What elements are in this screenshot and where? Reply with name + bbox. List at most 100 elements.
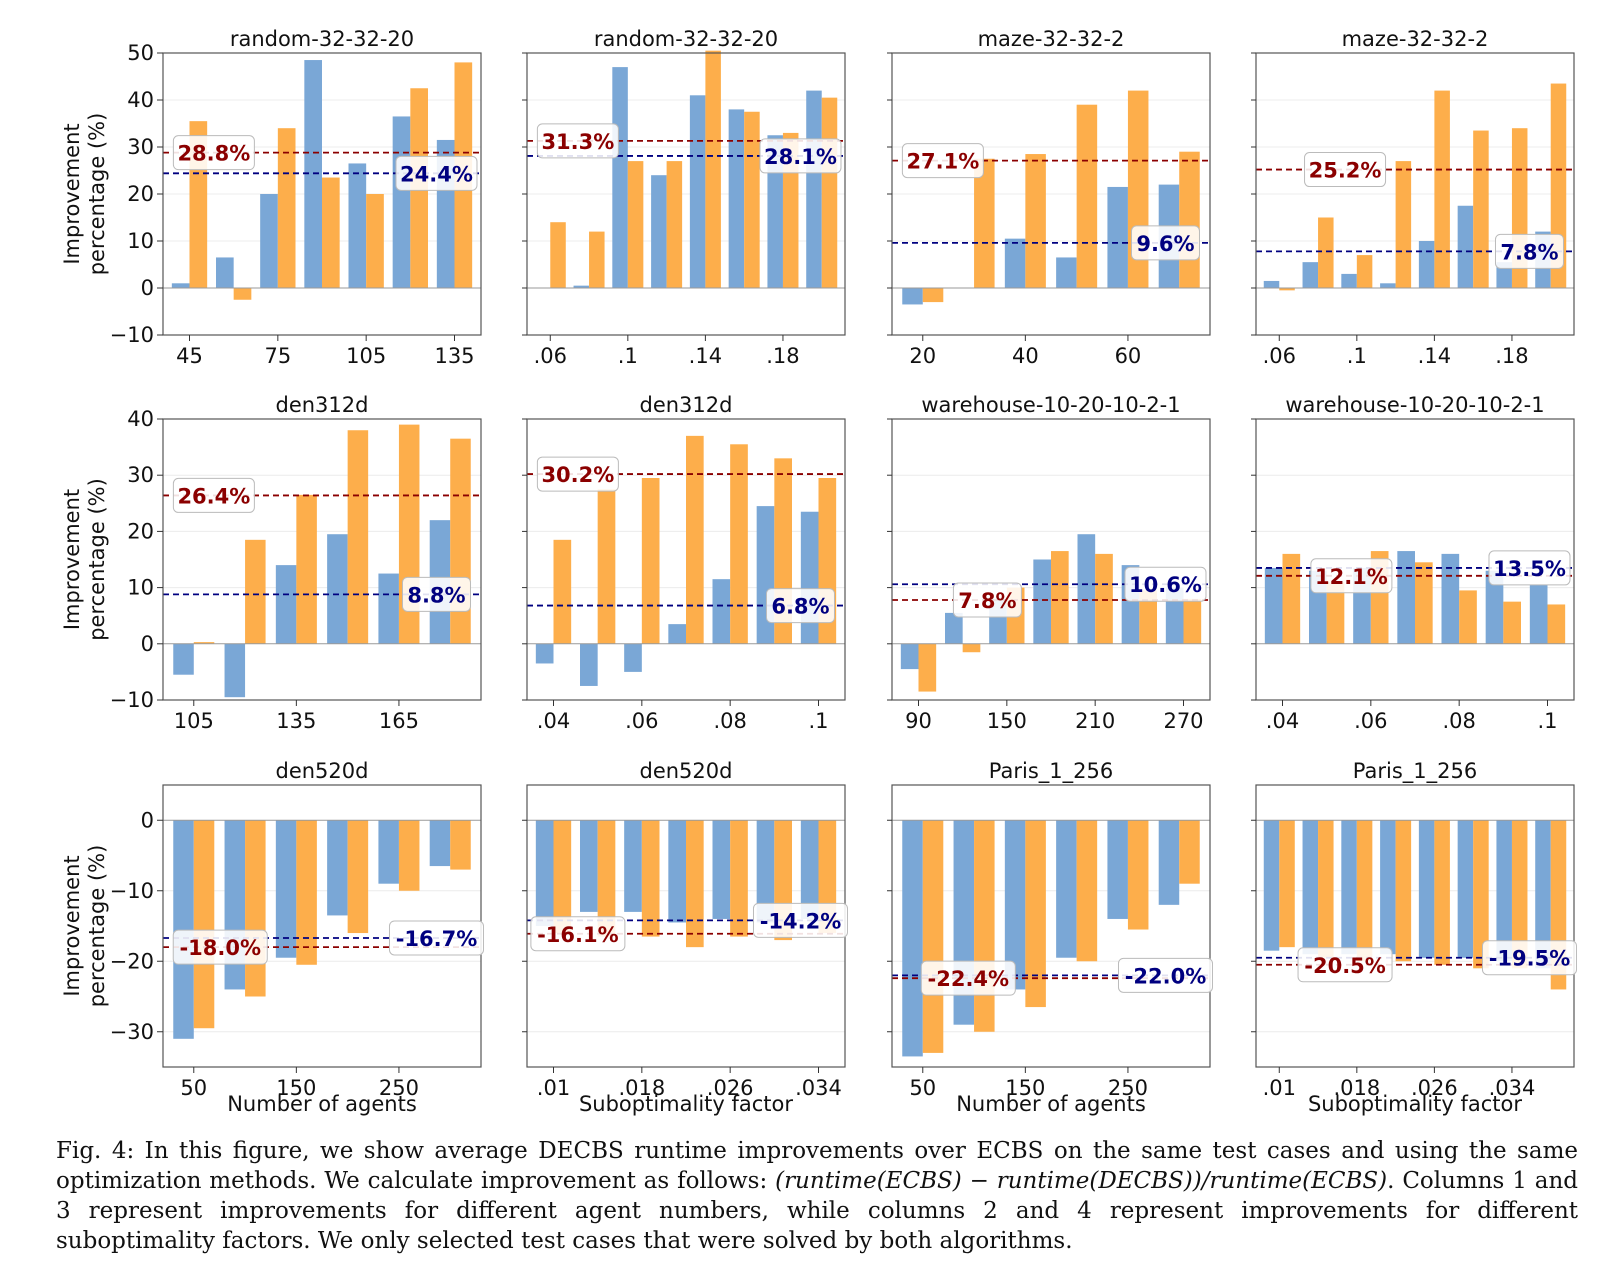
x-tick-label: 50 bbox=[180, 1076, 207, 1100]
bar bbox=[597, 820, 616, 937]
bar bbox=[800, 820, 819, 919]
bar bbox=[1076, 104, 1098, 288]
y-axis-label: Improvement percentage (%) bbox=[60, 845, 109, 1008]
bar bbox=[902, 288, 923, 305]
bar bbox=[1095, 553, 1113, 644]
bar bbox=[1395, 820, 1412, 962]
x-tick-label: 135 bbox=[434, 344, 474, 368]
bar bbox=[378, 573, 399, 644]
average-label-box bbox=[395, 155, 478, 191]
x-tick-label: 150 bbox=[276, 1076, 316, 1100]
average-label-box bbox=[1304, 152, 1387, 188]
average-label-box bbox=[759, 138, 842, 174]
y-tick-label: −20 bbox=[110, 949, 154, 973]
y-axis-label-line1: Improvement bbox=[60, 489, 84, 630]
bar bbox=[1380, 283, 1396, 288]
average-label-blue: 10.6% bbox=[1124, 566, 1207, 602]
y-tick-label: 10 bbox=[127, 576, 154, 600]
y-tick-label: 30 bbox=[127, 135, 154, 159]
bar bbox=[1434, 820, 1450, 965]
bar bbox=[1511, 820, 1528, 969]
bar bbox=[756, 820, 775, 923]
y-tick-label: 0 bbox=[141, 632, 154, 656]
bar bbox=[962, 643, 981, 653]
y-tick-label: 40 bbox=[127, 88, 154, 112]
average-label-blue: -16.7% bbox=[388, 920, 484, 956]
figure-grid: random-32-32-20 −10 0 10 20 30 40 50 45 75 105 135 2… bbox=[60, 27, 1577, 1116]
bar bbox=[216, 257, 234, 288]
x-tick-label: 20 bbox=[909, 344, 936, 368]
figure-caption: Fig. 4: In this figure, we show average … bbox=[56, 1136, 1578, 1256]
bar bbox=[668, 624, 686, 644]
average-label-blue: 9.6% bbox=[1130, 225, 1200, 261]
average-value: 30.2% bbox=[541, 463, 614, 487]
bar bbox=[275, 820, 297, 958]
bar bbox=[945, 612, 963, 644]
average-label-red: 26.4% bbox=[172, 477, 255, 513]
x-tick-label: 40 bbox=[1012, 344, 1039, 368]
subplot-1-3: maze-32-32-2 20 40 60 27.1% 9.6% bbox=[887, 27, 1211, 368]
subplot-3-2: den520d .01 .018 .026 .034 -16.1% -14.2% bbox=[522, 759, 848, 1100]
bar bbox=[1179, 820, 1200, 884]
average-label-red: 31.3% bbox=[536, 123, 619, 159]
caption-text-2: . Columns 1 and 3 represent improvements… bbox=[56, 1168, 1578, 1254]
x-tick-label: .18 bbox=[1495, 344, 1528, 368]
bar bbox=[1395, 161, 1412, 288]
y-axis-label-line2: percentage (%) bbox=[85, 113, 109, 276]
bar bbox=[327, 820, 348, 916]
average-label-box bbox=[530, 916, 626, 952]
y-tick-label: −10 bbox=[110, 688, 154, 712]
bar bbox=[624, 643, 642, 672]
bar bbox=[245, 820, 266, 997]
average-value: 12.1% bbox=[1315, 565, 1388, 589]
x-tick-label: .06 bbox=[1263, 344, 1296, 368]
bar bbox=[233, 288, 252, 300]
x-tick-label: .06 bbox=[1354, 709, 1387, 733]
x-tick-label: 105 bbox=[174, 709, 214, 733]
subplot-2-4: warehouse-10-20-10-2-1 .04 .06 .08 .1 12.1% 13… bbox=[1251, 393, 1575, 733]
x-tick-label: 135 bbox=[276, 709, 316, 733]
bar bbox=[651, 175, 667, 288]
average-value: 9.6% bbox=[1136, 232, 1194, 256]
average-label-blue: -19.5% bbox=[1481, 940, 1577, 976]
average-label-blue: 13.5% bbox=[1488, 550, 1571, 586]
bar bbox=[806, 90, 822, 288]
x-tick-label: 270 bbox=[1163, 709, 1203, 733]
average-value: -19.5% bbox=[1489, 947, 1571, 971]
y-tick-label: 30 bbox=[127, 463, 154, 487]
bar bbox=[1434, 90, 1450, 288]
bar bbox=[1179, 151, 1200, 288]
bar bbox=[1318, 820, 1334, 958]
x-tick-label: .1 bbox=[1347, 344, 1367, 368]
bar bbox=[1441, 553, 1460, 644]
subplot-3-1: den520d −30 −20 −10 0 50 150 250 -18.0% -16.7% bbox=[110, 759, 484, 1100]
caption-text-1: Fig. 4: In this figure, we show average … bbox=[56, 1138, 1578, 1194]
average-label-box bbox=[1117, 957, 1213, 993]
bar bbox=[1326, 581, 1345, 644]
average-label-red: -22.4% bbox=[920, 960, 1016, 996]
subplot-2-1: den312d −10 0 10 20 30 40 105 135 165 26.4% 8.8% bbox=[110, 393, 482, 733]
bar bbox=[1473, 820, 1489, 969]
caption-formula: (runtime(ECBS) − runtime(DECBS))/runtime… bbox=[775, 1168, 1388, 1194]
y-tick-label: −10 bbox=[110, 323, 154, 347]
x-tick-label: .04 bbox=[537, 709, 570, 733]
average-label-box bbox=[536, 123, 619, 159]
bar bbox=[1418, 241, 1435, 288]
average-label-blue: 7.8% bbox=[1494, 233, 1564, 269]
bar bbox=[744, 111, 760, 288]
average-value: 6.8% bbox=[771, 595, 829, 619]
average-label-red: 30.2% bbox=[536, 456, 619, 492]
bar bbox=[1341, 820, 1357, 955]
average-label-box bbox=[388, 920, 484, 956]
average-value: 10.6% bbox=[1129, 573, 1202, 597]
y-tick-label: 20 bbox=[127, 182, 154, 206]
bar bbox=[1264, 567, 1283, 644]
subplot-title: Paris_1_256 bbox=[989, 759, 1113, 784]
bar bbox=[392, 116, 411, 288]
subplot-title: warehouse-10-20-10-2-1 bbox=[1285, 393, 1544, 417]
bar bbox=[756, 506, 775, 644]
bar bbox=[767, 135, 783, 288]
bar bbox=[686, 435, 704, 644]
bar bbox=[193, 820, 215, 1029]
bar bbox=[1485, 570, 1504, 644]
